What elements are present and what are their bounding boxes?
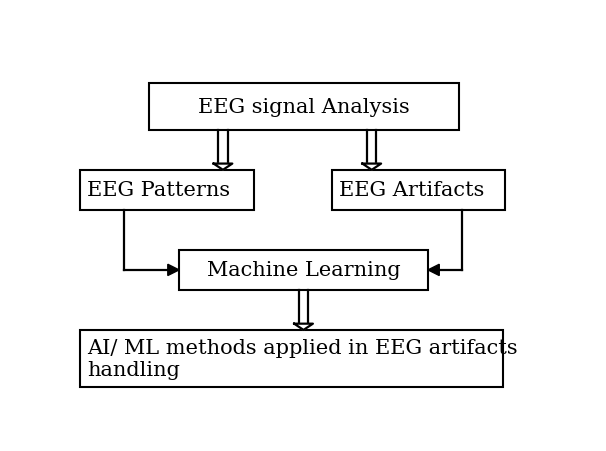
Text: EEG Patterns: EEG Patterns: [87, 181, 231, 200]
Polygon shape: [294, 324, 313, 330]
Bar: [179, 250, 428, 290]
Bar: [148, 83, 459, 130]
Text: Machine Learning: Machine Learning: [207, 261, 401, 280]
Bar: [331, 170, 505, 210]
Bar: [81, 330, 503, 387]
Bar: [81, 170, 255, 210]
Text: EEG signal Analysis: EEG signal Analysis: [198, 97, 410, 116]
Text: AI/ ML methods applied in EEG artifacts
handling: AI/ ML methods applied in EEG artifacts …: [87, 338, 518, 379]
Polygon shape: [362, 164, 381, 170]
Polygon shape: [213, 164, 232, 170]
Polygon shape: [428, 265, 439, 276]
Polygon shape: [168, 265, 179, 276]
Text: EEG Artifacts: EEG Artifacts: [339, 181, 484, 200]
